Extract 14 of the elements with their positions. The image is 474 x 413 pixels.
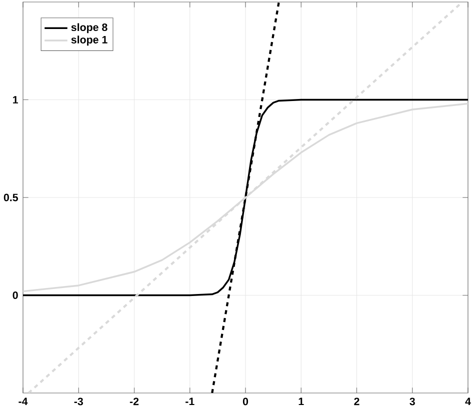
x-tick-label: 0 xyxy=(242,398,248,406)
x-tick-label: 3 xyxy=(410,398,415,406)
y-tick-label: 0 xyxy=(12,291,18,300)
x-tick-label: -3 xyxy=(74,398,83,406)
legend-label: slope 1 xyxy=(71,36,108,46)
x-tick-label: -2 xyxy=(130,398,139,406)
legend-label: slope 8 xyxy=(71,23,108,34)
x-tick-label: 2 xyxy=(354,398,360,406)
x-tick-label: -1 xyxy=(186,398,194,406)
x-tick-label: 4 xyxy=(465,398,471,406)
x-tick-label: 1 xyxy=(298,398,304,406)
y-tick-label: 0.5 xyxy=(4,194,18,202)
y-tick-label: 1 xyxy=(13,96,18,104)
x-tick-label: -4 xyxy=(18,398,28,406)
